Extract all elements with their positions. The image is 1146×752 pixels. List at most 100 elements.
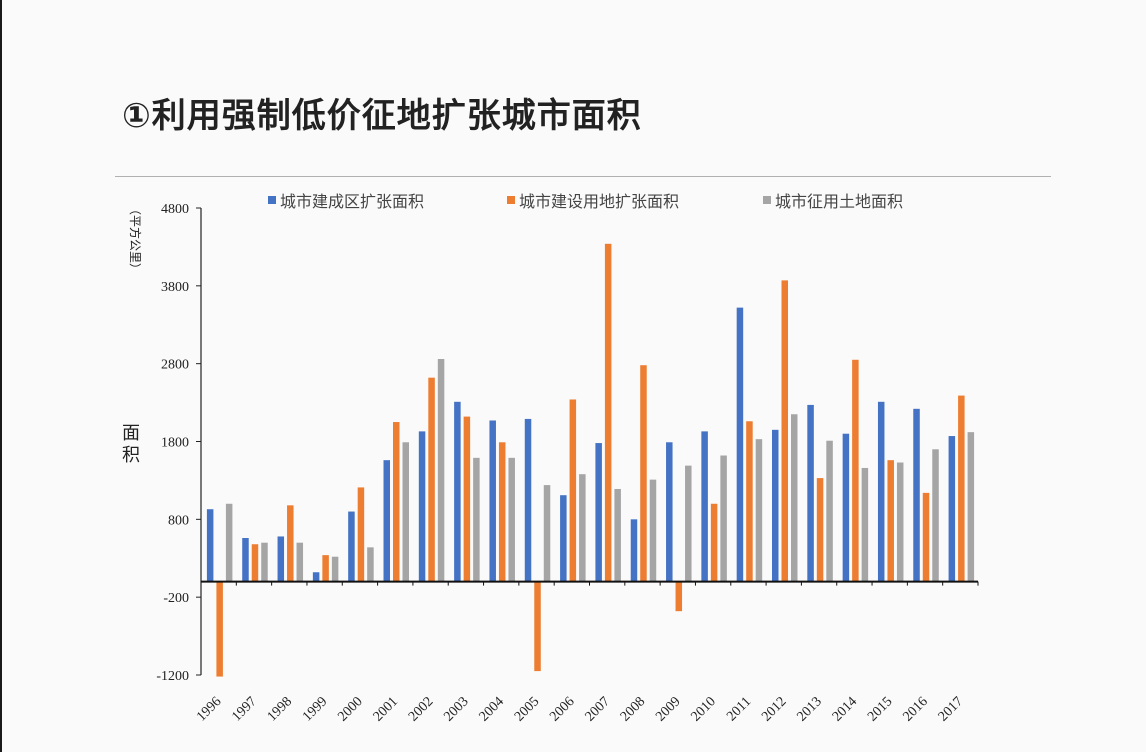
y-tick-label: 1800 [161, 436, 189, 451]
bar-2006-series-2 [569, 399, 577, 582]
x-tick-label-1999: 1999 [300, 694, 330, 724]
bar-2011-series-2 [746, 421, 753, 582]
bar-2014-series-2 [852, 359, 859, 582]
bar-2015-series-1 [877, 401, 885, 582]
title-divider [115, 176, 1051, 177]
x-tick-label-2016: 2016 [900, 694, 930, 724]
bar-2000-series-2 [357, 487, 365, 582]
bar-2001-series-3 [402, 442, 409, 582]
bar-2013-series-1 [807, 404, 814, 582]
legend-label-3: 城市征用土地面积 [775, 192, 903, 211]
bar-2013-series-3 [826, 440, 833, 582]
bar-1998-series-2 [287, 505, 294, 582]
legend: 城市建成区扩张面积 城市建设用地扩张面积 城市征用土地面积 [268, 192, 903, 211]
bar-1999-series-3 [331, 556, 339, 582]
bar-2008-series-2 [640, 365, 647, 582]
x-tick-label-2001: 2001 [371, 694, 401, 724]
x-tick-label-2005: 2005 [512, 694, 542, 724]
bar-1999-series-2 [322, 555, 329, 582]
x-tick-label-2004: 2004 [477, 694, 507, 724]
bar-2011-series-1 [736, 307, 744, 582]
bar-2017-series-2 [958, 395, 965, 582]
x-tick-label-2017: 2017 [936, 694, 966, 724]
x-tick-label-2012: 2012 [759, 694, 789, 724]
page-title: ①利用强制低价征地扩张城市面积 [122, 96, 642, 136]
bar-2012-series-1 [772, 429, 779, 582]
x-tick-label-2000: 2000 [335, 694, 365, 724]
bar-2002-series-3 [437, 358, 445, 582]
x-tick-label-2008: 2008 [618, 694, 648, 724]
y-axis: 4800 3800 2800 1800 800 -200 -1200 [156, 202, 202, 684]
bar-2010-series-3 [720, 455, 727, 582]
x-tick-label-2003: 2003 [441, 694, 471, 724]
y-axis-title: 面积 [122, 423, 140, 466]
bar-2012-series-3 [791, 414, 798, 582]
bar-2004-series-2 [498, 442, 506, 582]
y-tick-label: 2800 [161, 358, 189, 373]
bar-1996-series-3 [225, 503, 233, 582]
y-tick-label: 800 [168, 513, 189, 528]
bar-1998-series-1 [277, 536, 285, 582]
bar-2016-series-2 [922, 492, 930, 582]
bar-2014-series-3 [861, 467, 869, 582]
bar-1997-series-3 [261, 542, 268, 582]
bar-1996-series-2 [216, 581, 223, 677]
legend-swatch-1 [268, 196, 276, 204]
bar-2006-series-3 [579, 474, 586, 582]
bar-2016-series-3 [932, 449, 939, 582]
bar-2009-series-3 [685, 465, 692, 582]
bar-2017-series-3 [967, 432, 975, 582]
bar-2000-series-1 [348, 511, 355, 582]
bar-1997-series-1 [242, 538, 249, 582]
x-tick-label-1997: 1997 [229, 694, 259, 724]
bar-2001-series-2 [393, 422, 400, 582]
bar-2001-series-1 [383, 460, 390, 582]
x-tick-label-2015: 2015 [865, 694, 895, 724]
left-frame-edge [0, 0, 2, 752]
bars [206, 243, 975, 677]
bar-2007-series-3 [614, 488, 621, 582]
bar-2005-series-2 [534, 581, 541, 672]
bar-2010-series-2 [710, 503, 718, 582]
legend-swatch-2 [507, 196, 515, 204]
bar-2012-series-2 [781, 280, 788, 582]
bar-2007-series-2 [604, 243, 612, 582]
y-axis-label: 面积 [122, 423, 140, 466]
x-tick-label-2007: 2007 [583, 694, 613, 724]
x-tick-label-2009: 2009 [653, 694, 683, 724]
bar-2003-series-3 [473, 457, 480, 582]
bar-2002-series-1 [418, 431, 426, 582]
bar-2010-series-1 [701, 431, 708, 582]
bar-2000-series-3 [367, 547, 374, 582]
bar-2009-series-1 [666, 442, 673, 582]
bar-2014-series-1 [842, 433, 850, 582]
bar-2005-series-1 [524, 418, 532, 582]
legend-label-2: 城市建设用地扩张面积 [519, 192, 679, 211]
x-tick-label-1998: 1998 [265, 694, 295, 724]
x-tick-label-1996: 1996 [194, 694, 224, 724]
x-tick-label-2011: 2011 [724, 694, 754, 724]
x-tick-label-2002: 2002 [406, 694, 436, 724]
bar-2015-series-3 [896, 462, 904, 582]
bar-1999-series-1 [312, 572, 320, 582]
y-axis-unit: （平方公里） [128, 203, 143, 275]
bar-2016-series-1 [913, 408, 920, 582]
y-tick-label: -1200 [156, 669, 189, 684]
x-tick-label-2013: 2013 [794, 694, 824, 724]
bar-2008-series-3 [649, 479, 657, 582]
bar-1997-series-2 [251, 544, 259, 582]
bar-2008-series-1 [630, 519, 638, 582]
bar-2002-series-2 [428, 377, 435, 582]
bar-2017-series-1 [948, 436, 956, 582]
bar-2006-series-1 [560, 495, 567, 582]
bar-2015-series-2 [887, 460, 894, 582]
y-tick-label: 3800 [161, 280, 189, 295]
bar-2011-series-3 [755, 439, 763, 582]
bar-2007-series-1 [595, 443, 602, 582]
bar-2004-series-3 [508, 457, 515, 582]
bar-1996-series-1 [206, 509, 214, 582]
bar-2005-series-3 [543, 485, 551, 582]
bar-1998-series-3 [296, 542, 304, 582]
x-tick-label-2010: 2010 [689, 694, 719, 724]
